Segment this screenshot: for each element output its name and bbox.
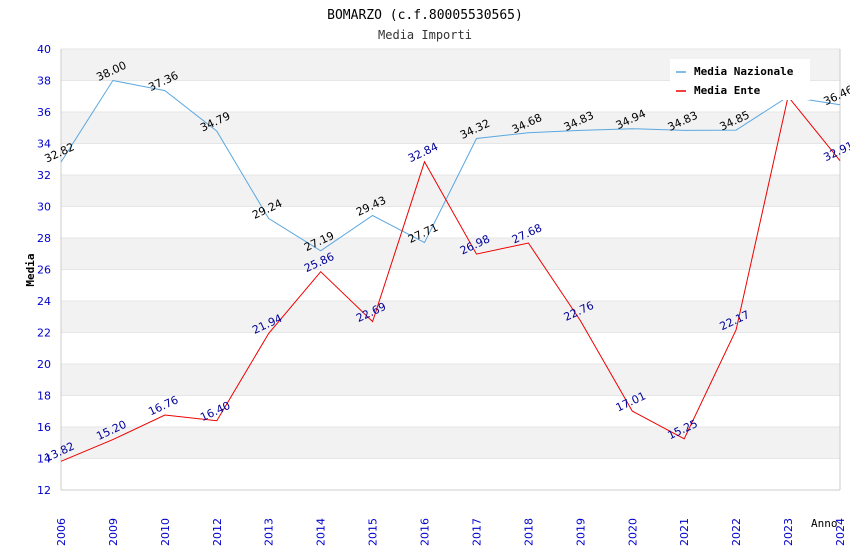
x-tick-label: 2022 [730, 518, 743, 546]
y-tick-label: 38 [37, 75, 51, 88]
grid-band [61, 427, 840, 459]
x-axis-ticks: 2006 2009 2010 2012 2013 2014 2015 2016 2017 2018… [55, 518, 847, 546]
chart-subtitle: Media Importi [378, 28, 472, 42]
x-tick-label: 2010 [159, 518, 172, 546]
x-tick-label: 2016 [419, 518, 432, 546]
grid-band [61, 238, 840, 270]
legend: Media Nazionale Media Ente [670, 59, 810, 100]
x-tick-label: 2012 [211, 518, 224, 546]
chart-title: BOMARZO (c.f.80005530565) [327, 8, 523, 23]
grid-band [61, 112, 840, 144]
x-tick-label: 2006 [55, 518, 68, 546]
y-axis-ticks: 12 14 16 18 20 22 24 26 28 30 32 34 36 38 40 [37, 43, 51, 497]
series-lines [60, 79, 841, 462]
series-line-media-nazionale [60, 79, 841, 252]
y-tick-label: 16 [37, 421, 51, 434]
series-line-media-ente [60, 95, 841, 462]
x-tick-label: 2020 [626, 518, 639, 546]
y-tick-label: 30 [37, 201, 51, 214]
y-tick-label: 28 [37, 232, 51, 245]
y-tick-label: 14 [37, 453, 51, 466]
x-tick-label: 2024 [834, 518, 847, 546]
y-tick-label: 40 [37, 43, 51, 56]
legend-box [670, 59, 810, 100]
y-tick-label: 18 [37, 390, 51, 403]
grid-band [61, 364, 840, 396]
legend-label-media-ente: Media Ente [694, 84, 761, 97]
x-tick-label: 2019 [574, 518, 587, 546]
data-label: 13.82 [42, 440, 76, 465]
data-label: 16.76 [146, 393, 180, 418]
y-tick-label: 32 [37, 169, 51, 182]
x-tick-label: 2014 [315, 518, 328, 546]
x-tick-label: 2021 [678, 518, 691, 546]
x-tick-label: 2013 [263, 518, 276, 546]
y-tick-label: 12 [37, 484, 51, 497]
y-axis-label: Media [24, 253, 37, 286]
x-tick-label: 2023 [782, 518, 795, 546]
x-tick-label: 2017 [470, 518, 483, 546]
y-tick-label: 26 [37, 264, 51, 277]
x-tick-label: 2015 [367, 518, 380, 546]
grid-lines [60, 48, 841, 491]
x-axis-label: Anno [811, 517, 838, 530]
grid-bands [61, 49, 840, 459]
y-tick-label: 22 [37, 327, 51, 340]
x-tick-label: 2009 [107, 518, 120, 546]
y-tick-label: 20 [37, 358, 51, 371]
legend-label-media-nazionale: Media Nazionale [694, 65, 794, 78]
y-tick-label: 36 [37, 106, 51, 119]
y-tick-label: 34 [37, 138, 51, 151]
x-tick-label: 2018 [522, 518, 535, 546]
y-tick-label: 24 [37, 295, 51, 308]
grid-band [61, 301, 840, 333]
